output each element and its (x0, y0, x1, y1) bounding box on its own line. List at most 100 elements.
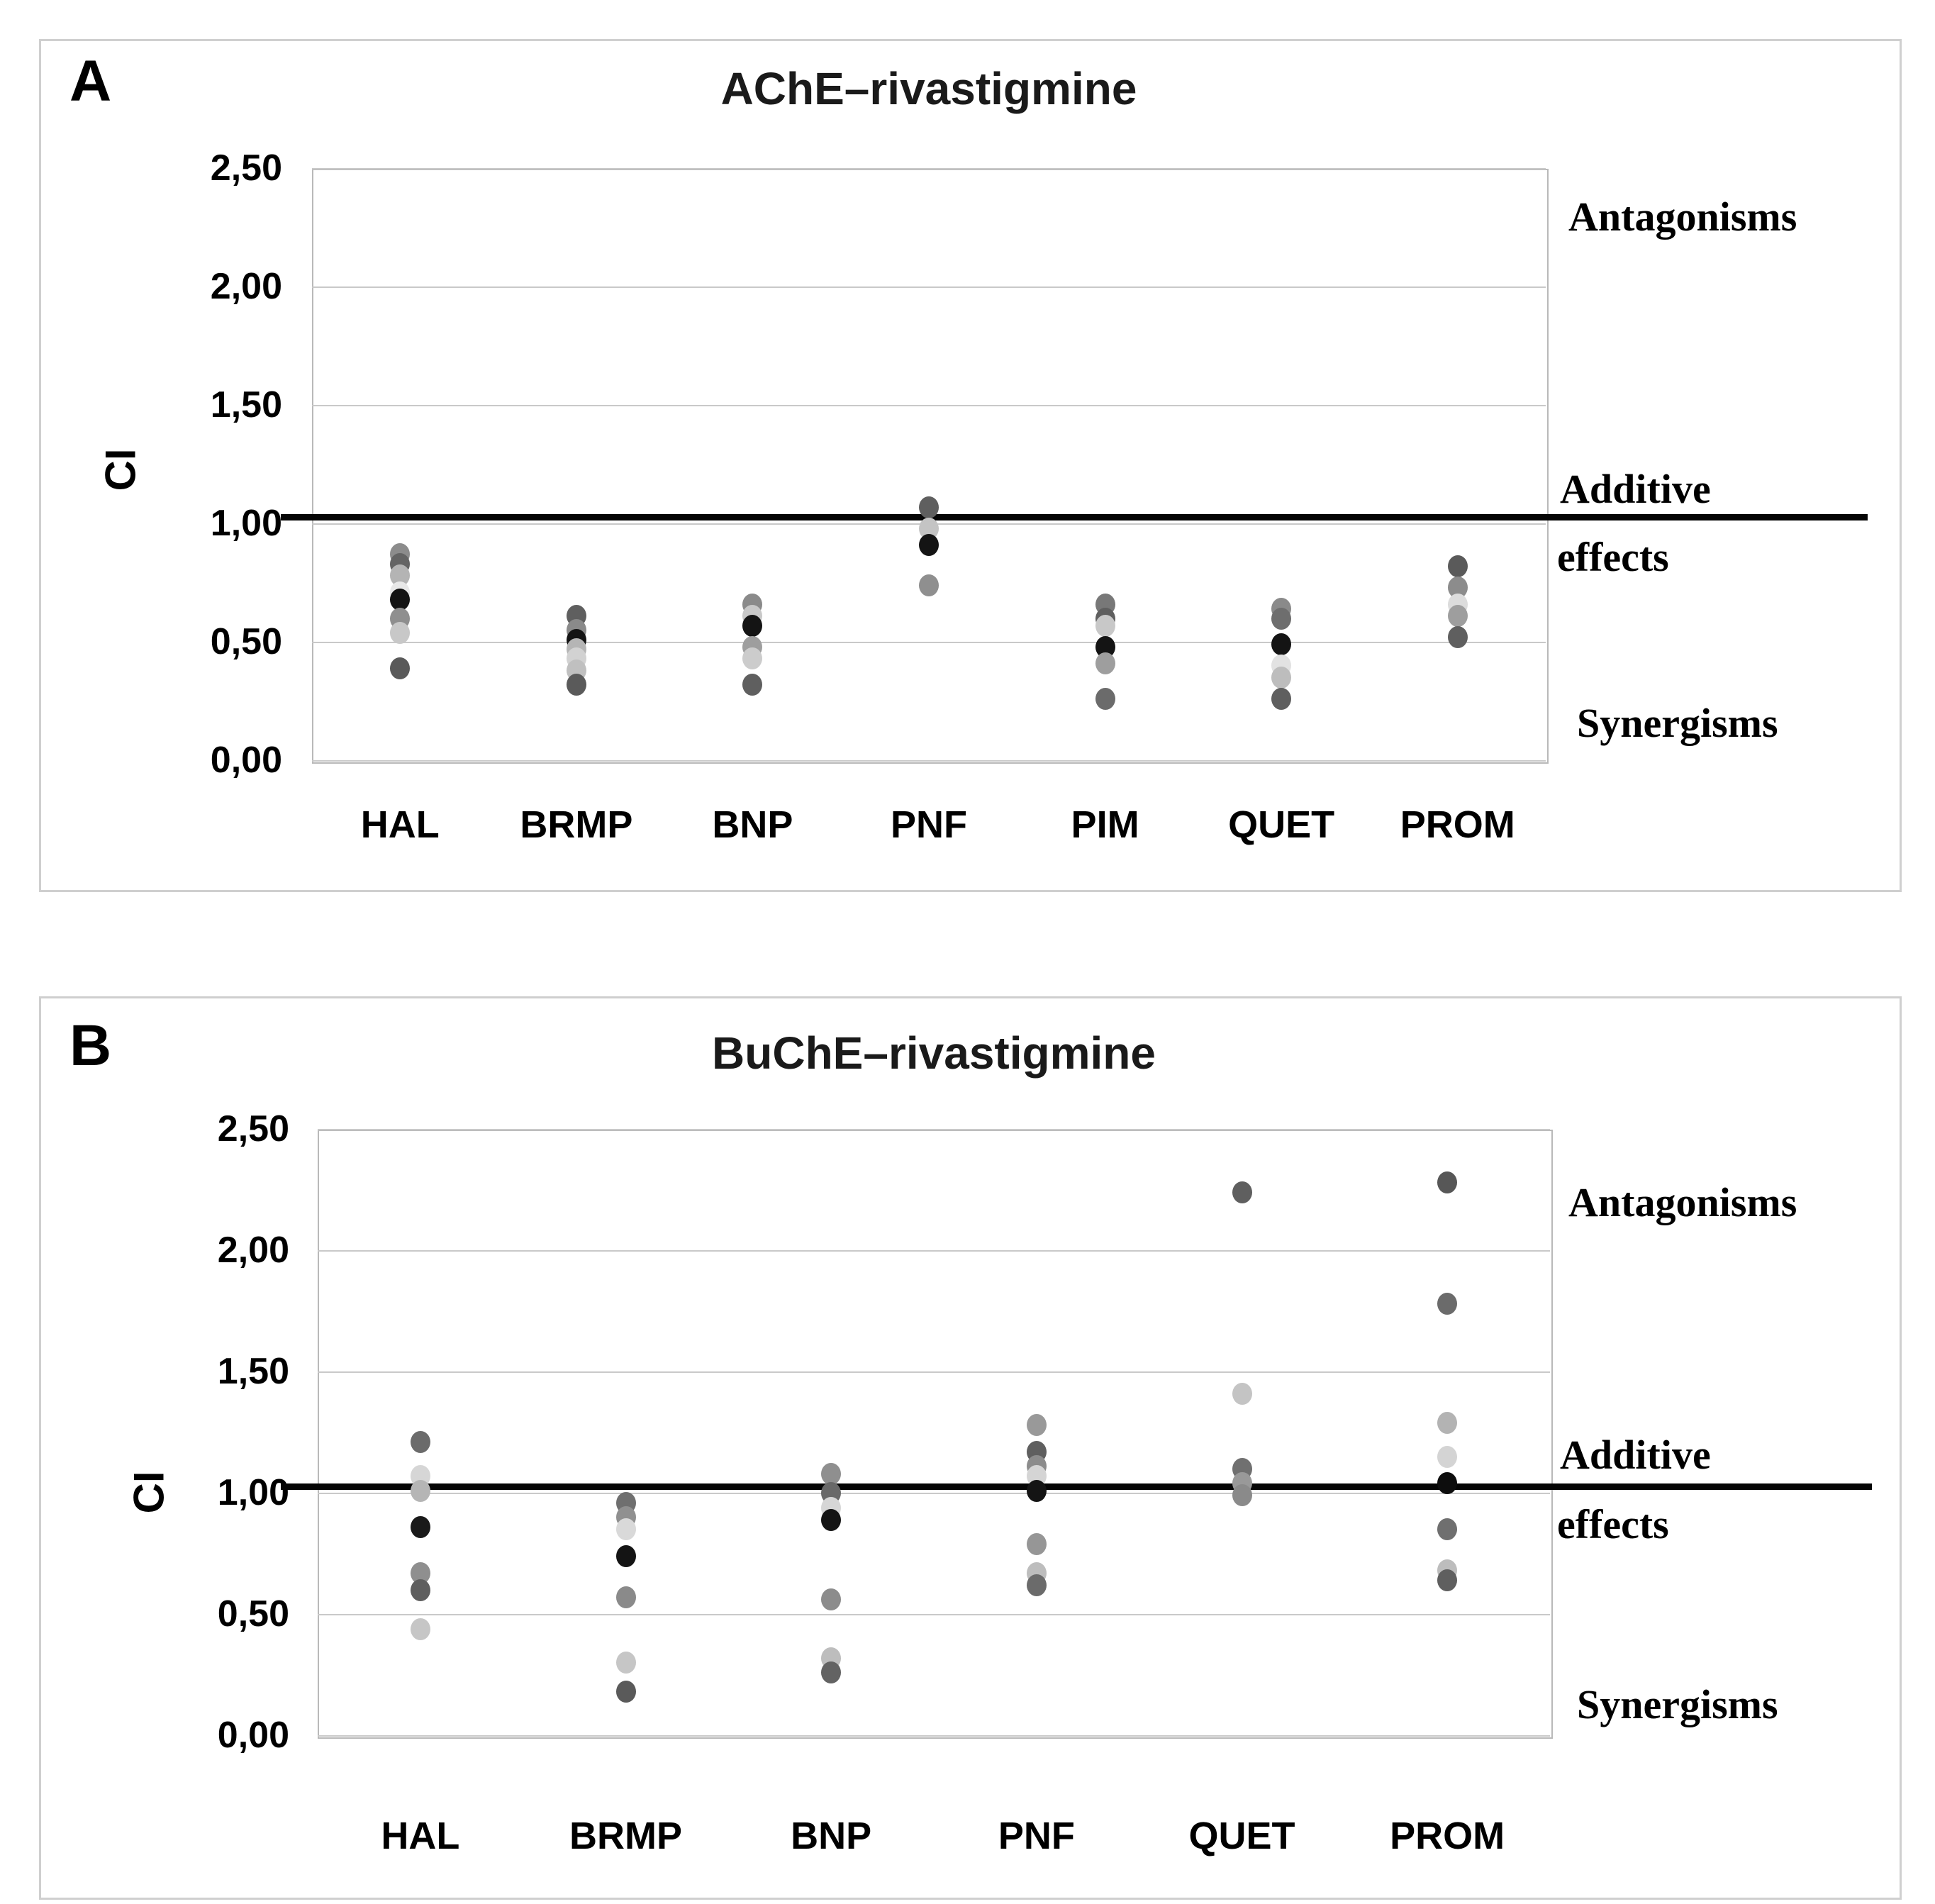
gridline-0,50 (312, 642, 1546, 643)
additive-effects-line-B (281, 1483, 1872, 1490)
data-point (919, 496, 939, 518)
data-point (566, 674, 586, 696)
data-point (390, 588, 411, 611)
data-point (1437, 1293, 1458, 1315)
data-point (821, 1588, 842, 1611)
data-point (390, 621, 411, 644)
x-category-label-PROM: PROM (1390, 1815, 1505, 1857)
data-point (1437, 1472, 1458, 1495)
panel-b-frame (39, 996, 1902, 1900)
x-category-label-HAL: HAL (360, 803, 440, 846)
gridline-0,00 (318, 1735, 1550, 1737)
data-point (390, 657, 411, 679)
x-category-label-QUET: QUET (1188, 1815, 1295, 1857)
data-point (1232, 1181, 1252, 1203)
plot-area-B (318, 1130, 1553, 1739)
data-point (821, 1508, 842, 1531)
annotation-effects-b: effects (1557, 1501, 1669, 1547)
data-point (1232, 1382, 1252, 1405)
x-category-label-BRMP: BRMP (520, 803, 633, 846)
additive-effects-line-A (281, 513, 1868, 520)
x-category-label-QUET: QUET (1228, 803, 1335, 846)
data-point (410, 1515, 430, 1538)
data-point (1026, 1414, 1047, 1437)
data-point (615, 1518, 636, 1541)
data-point (1026, 1479, 1047, 1502)
x-category-label-HAL: HAL (381, 1815, 460, 1857)
gridline-1,00 (318, 1493, 1550, 1494)
chart-title-b: BuChE–rivastigmine (712, 1028, 1156, 1079)
data-point (1095, 614, 1115, 637)
gridline-2,50 (312, 168, 1546, 169)
annotation-synergisms-a: Synergisms (1577, 700, 1778, 746)
data-point (615, 1544, 636, 1567)
gridline-1,50 (312, 405, 1546, 406)
data-point (1026, 1532, 1047, 1555)
gridline-2,50 (318, 1129, 1550, 1130)
data-point (1437, 1411, 1458, 1434)
data-point (919, 574, 939, 596)
annotation-effects-a: effects (1557, 534, 1669, 580)
y-tick-label: 2,50 (210, 147, 282, 189)
data-point (1271, 688, 1292, 711)
y-tick-label: 0,00 (217, 1715, 289, 1756)
y-tick-label: 1,50 (217, 1351, 289, 1392)
data-point (615, 1652, 636, 1674)
x-category-label-PNF: PNF (998, 1815, 1075, 1857)
data-point (410, 1618, 430, 1640)
data-point (1447, 626, 1468, 649)
panel-letter-b: B (69, 1013, 112, 1078)
panel-a-frame (39, 39, 1902, 892)
annotation-synergisms-b: Synergisms (1577, 1681, 1778, 1727)
data-point (742, 674, 763, 696)
data-point (821, 1462, 842, 1485)
data-point (1447, 555, 1468, 578)
annotation-additive-b: Additive (1560, 1432, 1711, 1478)
y-tick-label: 0,00 (210, 740, 282, 781)
data-point (1437, 1171, 1458, 1194)
gridline-1,50 (318, 1371, 1550, 1373)
x-category-label-PIM: PIM (1071, 803, 1139, 846)
data-point (410, 1431, 430, 1454)
y-tick-label: 2,00 (217, 1230, 289, 1271)
data-point (1232, 1484, 1252, 1507)
x-category-label-BNP: BNP (791, 1815, 872, 1857)
y-tick-label: 2,00 (210, 266, 282, 307)
panel-letter-a: A (69, 49, 112, 113)
data-point (1437, 1445, 1458, 1468)
data-point (1271, 607, 1292, 630)
data-point (821, 1661, 842, 1684)
gridline-0,00 (312, 760, 1546, 762)
data-point (1437, 1569, 1458, 1592)
data-point (410, 1579, 430, 1601)
y-tick-label: 0,50 (217, 1593, 289, 1635)
data-point (410, 1479, 430, 1502)
data-point (742, 647, 763, 670)
data-point (615, 1681, 636, 1703)
y-tick-label: 1,50 (210, 384, 282, 425)
data-point (1447, 605, 1468, 628)
gridline-0,50 (318, 1614, 1550, 1615)
data-point (742, 614, 763, 637)
data-point (1095, 652, 1115, 675)
data-point (1026, 1574, 1047, 1596)
x-category-label-BRMP: BRMP (569, 1815, 682, 1857)
data-point (1437, 1518, 1458, 1541)
annotation-additive-a: Additive (1560, 466, 1711, 512)
data-point (1095, 688, 1115, 711)
y-tick-label: 1,00 (210, 503, 282, 544)
data-point (615, 1586, 636, 1609)
data-point (1271, 667, 1292, 689)
data-point (1271, 633, 1292, 656)
y-tick-label: 0,50 (210, 621, 282, 662)
y-tick-label: 2,50 (217, 1108, 289, 1149)
x-category-label-BNP: BNP (712, 803, 793, 846)
gridline-2,00 (312, 286, 1546, 288)
annotation-antagonisms-a: Antagonisms (1568, 194, 1797, 240)
annotation-antagonisms-b: Antagonisms (1568, 1179, 1797, 1225)
chart-title-a: AChE–rivastigmine (720, 63, 1137, 114)
plot-area-A (312, 169, 1549, 764)
data-point (919, 534, 939, 557)
x-category-label-PNF: PNF (891, 803, 967, 846)
